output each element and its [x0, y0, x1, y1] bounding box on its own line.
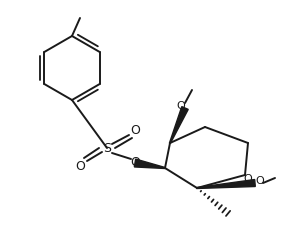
- Text: O: O: [130, 124, 140, 136]
- Polygon shape: [170, 106, 188, 143]
- Text: O: O: [75, 160, 85, 172]
- Text: O: O: [244, 174, 252, 184]
- Polygon shape: [134, 159, 165, 168]
- Text: O: O: [256, 176, 264, 186]
- Text: S: S: [103, 142, 111, 154]
- Text: O: O: [177, 101, 185, 111]
- Text: O: O: [130, 156, 140, 170]
- Polygon shape: [197, 180, 255, 188]
